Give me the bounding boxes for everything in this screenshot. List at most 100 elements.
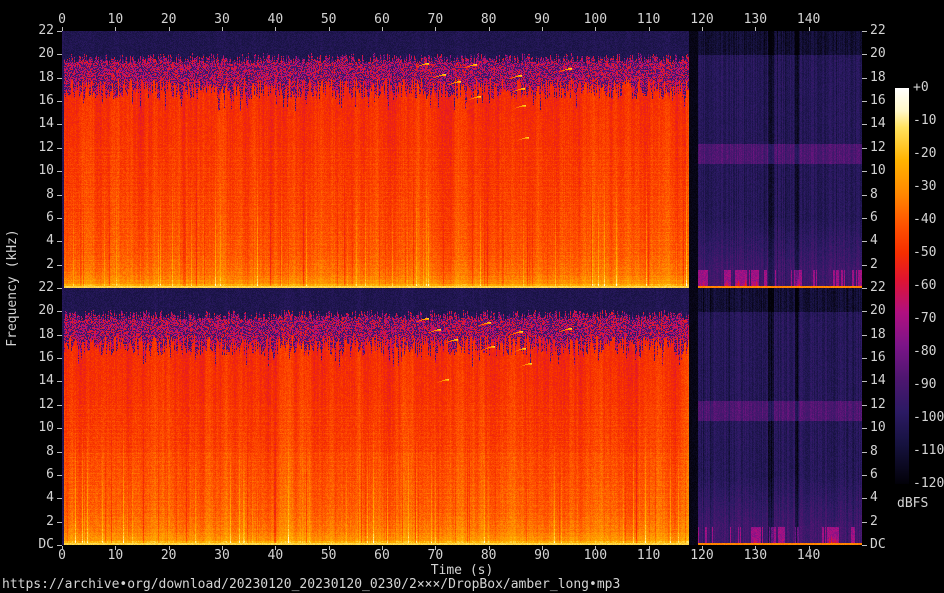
colorbar-tick-label: -10 [913,113,937,128]
time-tick-mark-top [488,27,490,31]
freq-tick-mark-right [862,101,867,102]
freq-tick-label-left: 4 [46,490,54,505]
time-tick-mark-top [541,27,543,31]
freq-tick-mark-right [862,428,867,429]
colorbar-tick-label: -90 [913,377,937,392]
freq-tick-mark-left [57,171,62,172]
freq-tick-label-right: 22 [870,280,886,295]
freq-tick-mark-right [862,288,867,289]
time-tick-label-top: 40 [267,12,284,27]
freq-tick-mark-left [57,288,62,289]
time-tick-mark-bottom [435,546,437,550]
freq-tick-mark-right [862,241,867,242]
freq-tick-label-left: 4 [46,233,54,248]
time-tick-label-bottom: 40 [267,548,284,563]
freq-tick-mark-right [862,498,867,499]
freq-tick-mark-left [57,381,62,382]
freq-tick-label-left: 20 [38,46,54,61]
time-tick-label-bottom: 80 [480,548,497,563]
freq-tick-mark-left [57,241,62,242]
freq-tick-mark-right [862,265,867,266]
freq-tick-mark-left [57,195,62,196]
colorbar-tick-label: -70 [913,311,937,326]
time-tick-mark-bottom [808,546,810,550]
time-tick-mark-top [701,27,703,31]
time-tick-label-bottom: 50 [320,548,337,563]
colorbar-tick-label: -20 [913,146,937,161]
time-tick-mark-top [115,27,117,31]
time-tick-mark-top [648,27,650,31]
freq-tick-mark-right [862,218,867,219]
time-tick-label-bottom: 140 [796,548,821,563]
freq-tick-mark-right [862,381,867,382]
freq-tick-label-left: DC [38,537,54,552]
freq-tick-label-left: 22 [38,280,54,295]
colorbar-unit-label: dBFS [897,496,929,511]
freq-tick-label-right: 16 [870,350,886,365]
time-tick-mark-top [328,27,330,31]
time-tick-label-bottom: 120 [690,548,714,563]
freq-tick-label-left: 12 [38,397,54,412]
freq-tick-mark-right [862,78,867,79]
time-tick-mark-bottom [62,546,63,550]
freq-tick-label-right: 12 [870,140,886,155]
time-tick-label-bottom: 10 [107,548,124,563]
freq-tick-label-right: DC [870,537,886,552]
freq-tick-label-left: 18 [38,327,54,342]
colorbar-tick-label: -60 [913,278,937,293]
freq-tick-mark-right [862,358,867,359]
freq-tick-mark-left [57,31,62,32]
freq-tick-mark-right [862,54,867,55]
freq-tick-mark-right [862,148,867,149]
colorbar-tick-label: -110 [913,443,944,458]
freq-tick-label-right: 2 [870,257,878,272]
time-tick-label-top: 10 [107,12,124,27]
freq-tick-mark-left [57,78,62,79]
freq-tick-mark-left [57,498,62,499]
time-tick-mark-bottom [488,546,490,550]
freq-tick-label-left: 20 [38,303,54,318]
time-tick-label-top: 90 [534,12,550,27]
freq-tick-label-left: 8 [46,444,54,459]
freq-tick-mark-left [57,218,62,219]
time-tick-mark-top [595,27,597,31]
freq-tick-mark-right [862,335,867,336]
freq-tick-mark-left [57,358,62,359]
freq-tick-label-left: 14 [38,116,54,131]
freq-tick-label-left: 12 [38,140,54,155]
freq-tick-mark-left [57,452,62,453]
time-tick-mark-bottom [115,546,117,550]
freq-tick-mark-left [57,428,62,429]
freq-tick-label-left: 10 [38,420,54,435]
time-tick-label-bottom: 60 [374,548,390,563]
freq-tick-mark-left [57,101,62,102]
freq-tick-mark-right [862,31,867,32]
freq-tick-mark-right [862,195,867,196]
freq-tick-label-right: 20 [870,303,886,318]
time-tick-mark-bottom [168,546,170,550]
freq-tick-label-right: 10 [870,163,886,178]
freq-tick-label-right: 14 [870,373,886,388]
freq-tick-label-left: 14 [38,373,54,388]
freq-tick-label-right: 22 [870,23,886,38]
time-tick-mark-bottom [541,546,543,550]
freq-tick-label-right: 4 [870,490,878,505]
freq-tick-mark-right [862,545,867,546]
freq-tick-label-right: 2 [870,514,878,529]
time-tick-mark-bottom [381,546,383,550]
time-tick-label-top: 0 [58,12,66,27]
freq-tick-label-left: 16 [38,350,54,365]
freq-tick-mark-right [862,475,867,476]
time-tick-label-bottom: 20 [160,548,177,563]
time-tick-label-top: 140 [796,12,821,27]
freq-tick-label-left: 6 [46,210,54,225]
colorbar-tick-label: -50 [913,245,937,260]
x-axis-title: Time (s) [430,563,494,578]
time-tick-mark-top [221,27,223,31]
freq-tick-mark-left [57,545,62,546]
time-tick-label-top: 80 [480,12,497,27]
freq-tick-label-right: 4 [870,233,878,248]
time-tick-mark-top [62,27,63,31]
freq-tick-label-right: 18 [870,70,886,85]
